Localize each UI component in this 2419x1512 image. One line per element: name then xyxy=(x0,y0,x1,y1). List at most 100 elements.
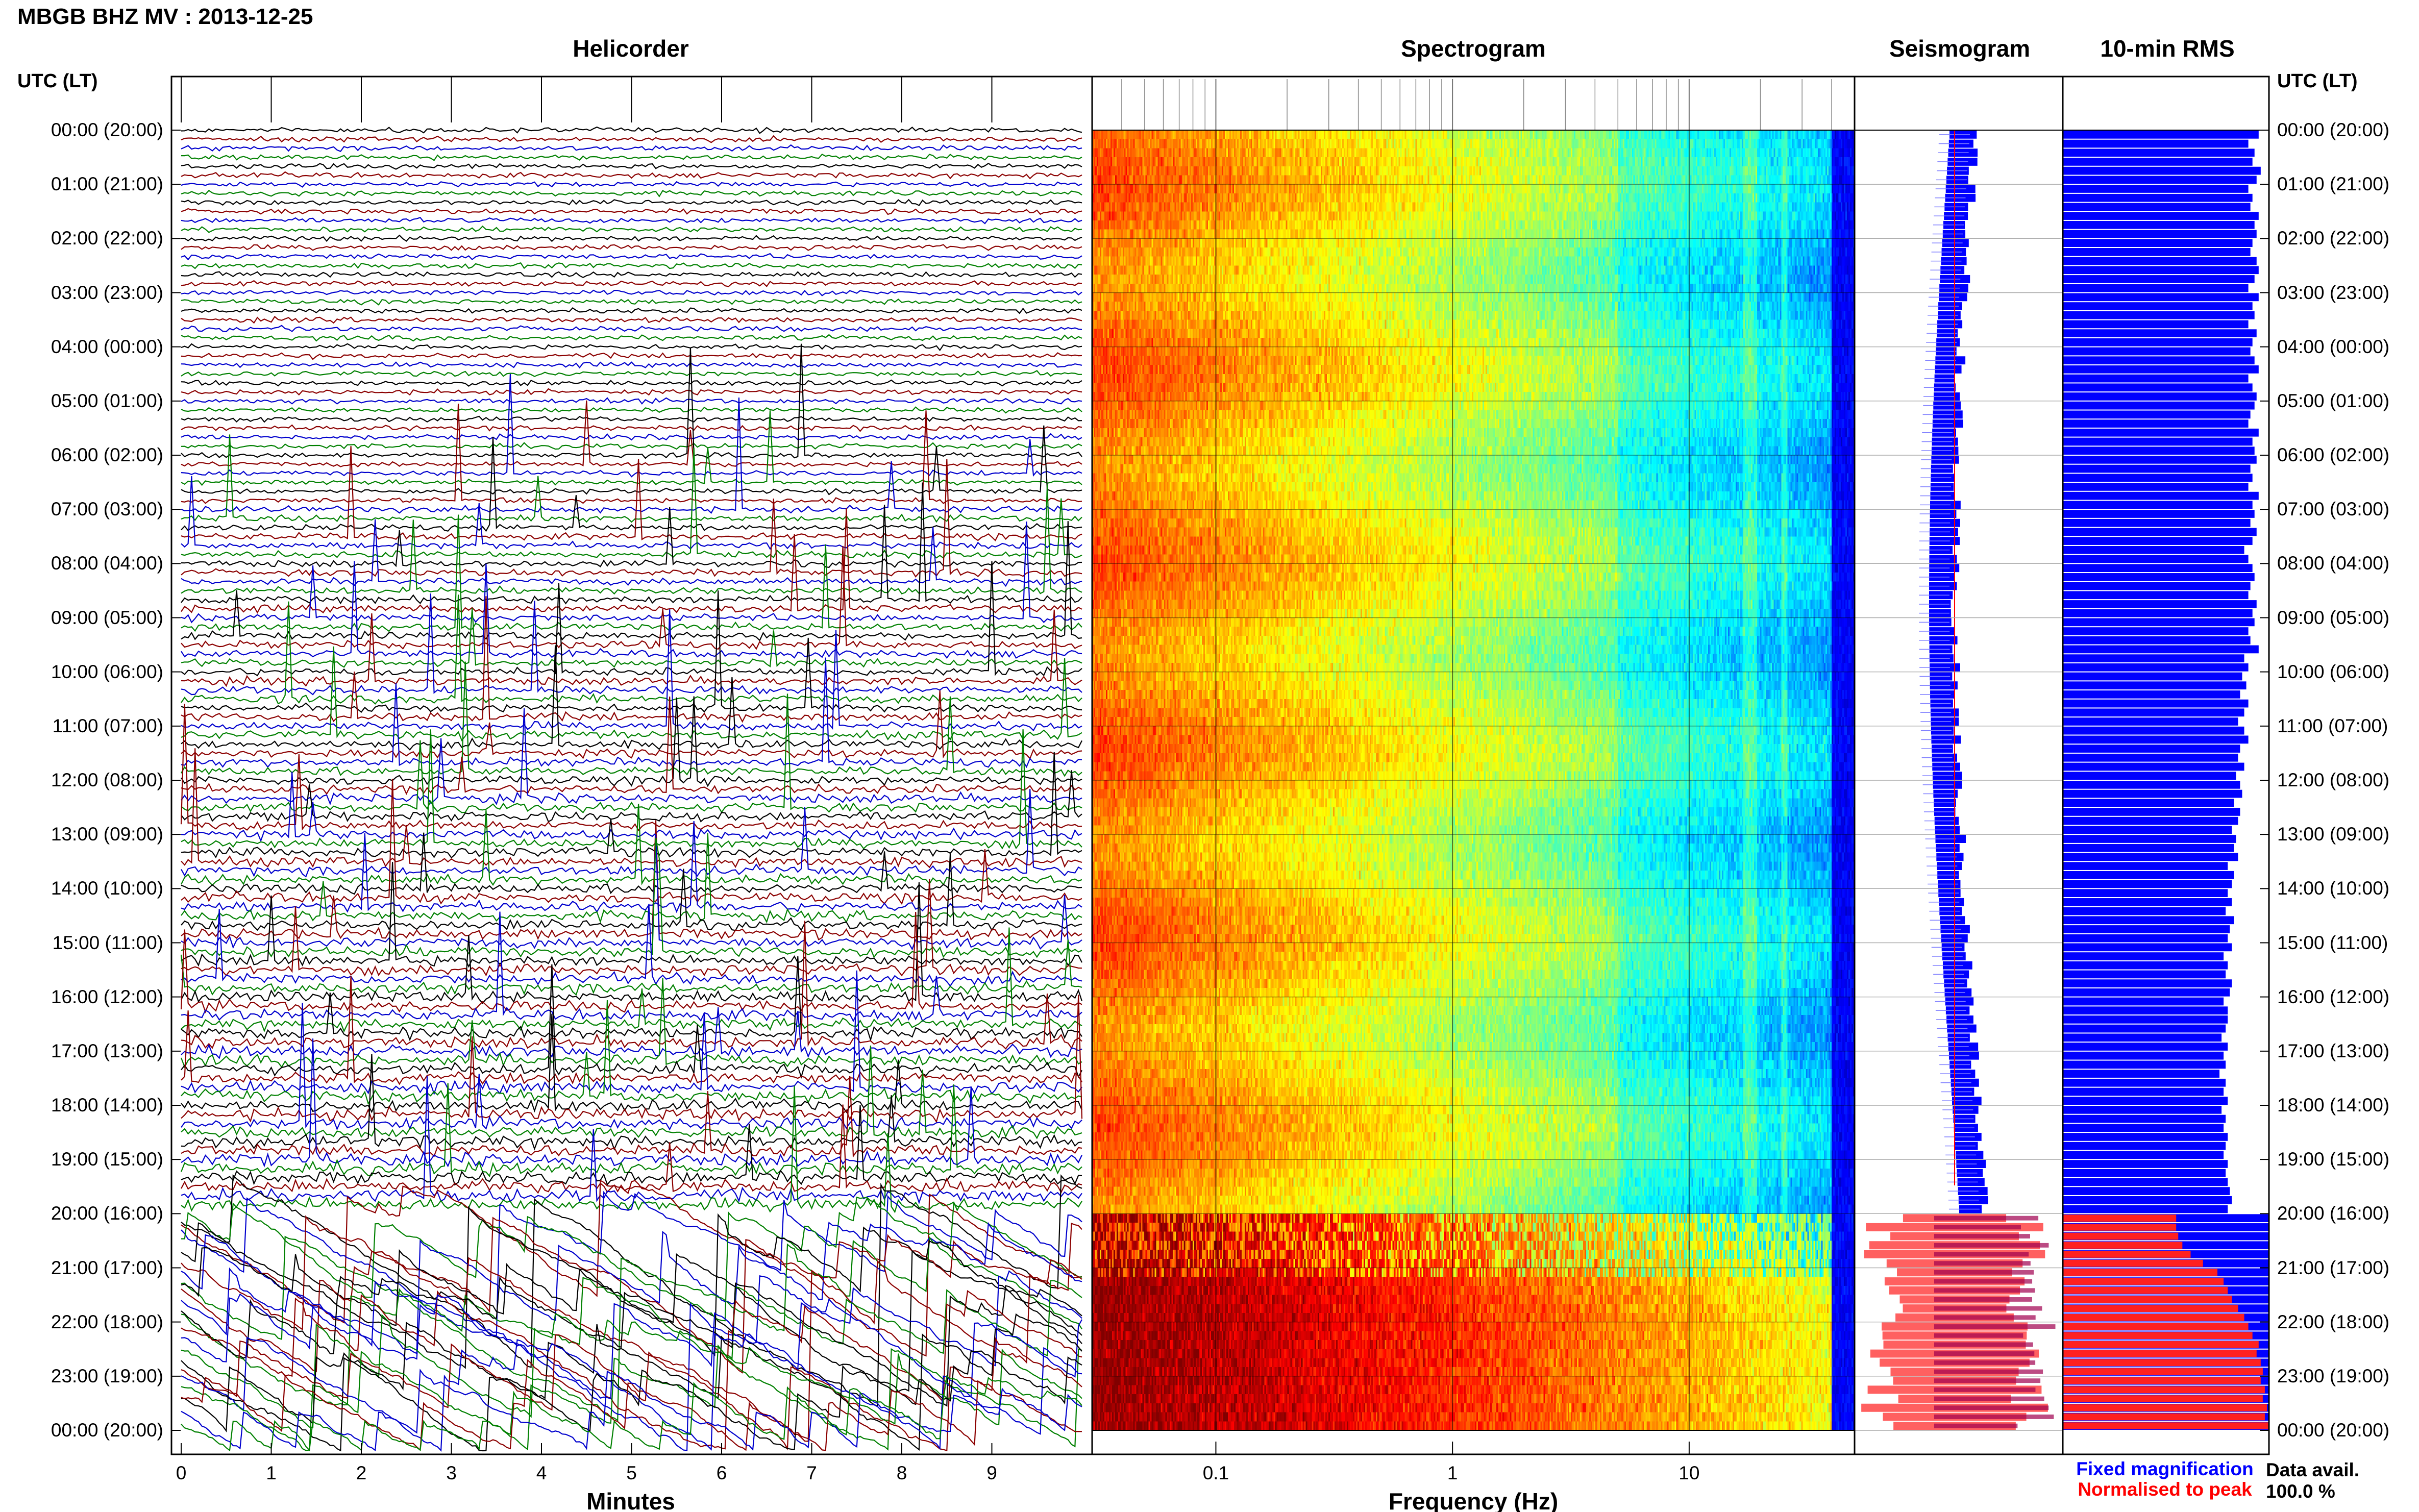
rms-fixed-bar xyxy=(2063,772,2236,780)
minute-tick-label: 7 xyxy=(806,1463,817,1483)
helicorder-trace xyxy=(181,1334,1082,1452)
rms-fixed-bar xyxy=(2063,311,2255,319)
helicorder-trace xyxy=(181,1191,1082,1336)
helicorder-trace xyxy=(181,879,1082,977)
rms-fixed-bar xyxy=(2063,762,2244,771)
rms-fixed-bar xyxy=(2063,600,2257,608)
hour-label-right: 00:00 (20:00) xyxy=(2277,1420,2390,1441)
helicorder-trace xyxy=(181,144,1082,153)
rms-fixed-bar xyxy=(2063,546,2244,554)
helicorder-trace xyxy=(181,514,1082,632)
rms-fixed-bar xyxy=(2063,889,2228,898)
rms-fixed-bar xyxy=(2063,654,2244,662)
helicorder-trace xyxy=(181,1313,1082,1451)
hour-label-right: 04:00 (00:00) xyxy=(2277,336,2390,357)
rms-normalised-bar xyxy=(2063,1214,2177,1222)
helicorder-trace xyxy=(181,1085,1082,1213)
rms-fixed-bar xyxy=(2063,320,2249,329)
hour-label-left: 20:00 (16:00) xyxy=(51,1203,163,1224)
helicorder-trace xyxy=(180,704,1082,832)
rms-fixed-bar xyxy=(2063,374,2249,383)
rms-normalised-bar xyxy=(2063,1242,2183,1249)
rms-fixed-bar xyxy=(2063,1187,2230,1195)
helicorder-trace xyxy=(181,374,1082,478)
helicorder-trace xyxy=(181,609,1082,687)
helicorder-trace xyxy=(181,448,1082,559)
rms-fixed-bar xyxy=(2063,916,2234,925)
rms-fixed-bar xyxy=(2063,753,2238,762)
helicorder-trace xyxy=(181,433,1082,441)
rms-fixed-bar xyxy=(2063,663,2249,672)
hour-label-left: 15:00 (11:00) xyxy=(52,932,163,953)
helicorder-trace xyxy=(181,779,1082,905)
rms-fixed-bar xyxy=(2063,789,2242,798)
rms-fixed-bar xyxy=(2063,880,2232,888)
rms-fixed-bar xyxy=(2063,428,2259,437)
hour-label-right: 03:00 (23:00) xyxy=(2277,282,2390,303)
hour-label-right: 16:00 (12:00) xyxy=(2277,986,2390,1007)
helicorder-trace xyxy=(180,978,1082,1069)
helicorder-trace xyxy=(181,298,1082,306)
helicorder-trace xyxy=(181,882,1083,1004)
data-avail-label: Data avail. xyxy=(2266,1459,2360,1480)
helicorder-trace xyxy=(181,379,1082,387)
helicorder-trace xyxy=(181,289,1082,296)
helicorder-trace xyxy=(181,1240,1082,1393)
helicorder-trace xyxy=(181,696,1082,795)
helicorder-trace xyxy=(181,262,1082,269)
helicorder-trace xyxy=(181,1313,1082,1452)
helicorder-trace xyxy=(181,400,1082,467)
helicorder-trace xyxy=(181,593,1082,696)
helicorder-trace xyxy=(181,403,1082,504)
helicorder-trace xyxy=(181,1038,1082,1168)
helicorder-trace xyxy=(181,126,1082,134)
hour-label-right: 12:00 (08:00) xyxy=(2277,770,2390,790)
minute-tick-label: 6 xyxy=(716,1463,727,1483)
bottom-mask xyxy=(0,1454,2419,1512)
helicorder-trace xyxy=(181,911,1082,1023)
helicorder-trace xyxy=(181,459,1082,578)
rms-fixed-bar xyxy=(2063,203,2251,211)
rms-fixed-bar xyxy=(2063,139,2249,148)
minutes-axis-label: Minutes xyxy=(586,1488,675,1512)
helicorder-trace xyxy=(181,225,1082,233)
rms-fixed-bar xyxy=(2063,1033,2222,1042)
rms-fixed-bar xyxy=(2063,970,2226,979)
rms-fixed-bar xyxy=(2063,555,2249,563)
hour-label-right: 21:00 (17:00) xyxy=(2277,1257,2390,1278)
helicorder-trace xyxy=(181,970,1082,1096)
helicorder-trace xyxy=(181,1013,1083,1113)
rms-fixed-bar xyxy=(2063,618,2255,627)
rms-fixed-bar xyxy=(2063,347,2251,356)
helicorder-trace xyxy=(181,253,1082,261)
helicorder-trace xyxy=(181,352,1082,360)
rms-fixed-bar xyxy=(2063,1196,2232,1204)
rms-fixed-bar xyxy=(2063,158,2253,166)
rms-fixed-bar xyxy=(2063,645,2259,654)
rms-normalised-bar xyxy=(2063,1296,2232,1303)
rms-fixed-bar xyxy=(2063,699,2249,708)
helicorder-trace xyxy=(181,752,1082,859)
hour-label-right: 01:00 (21:00) xyxy=(2277,173,2390,195)
hour-label-left: 19:00 (15:00) xyxy=(51,1149,163,1170)
rms-normalised-bar xyxy=(2063,1404,2267,1411)
rms-fixed-bar xyxy=(2063,816,2238,825)
helicorder-trace xyxy=(181,561,1082,677)
helicorder-trace xyxy=(181,1104,1082,1194)
helicorder-trace xyxy=(181,770,1082,823)
rms-fixed-bar xyxy=(2063,293,2259,302)
rms-fixed-bar xyxy=(2063,1015,2228,1024)
rms-normalised-bar xyxy=(2063,1251,2191,1258)
rms-fixed-bar xyxy=(2063,1024,2226,1033)
helicorder-trace xyxy=(181,208,1082,215)
minute-tick-label: 9 xyxy=(986,1463,997,1483)
rms-fixed-bar xyxy=(2063,537,2253,545)
helicorder-trace xyxy=(181,1250,1082,1442)
helicorder-trace xyxy=(181,561,1082,659)
rms-fixed-bar xyxy=(2063,1205,2228,1213)
hour-label-left: 13:00 (09:00) xyxy=(51,824,163,845)
rms-normalised-bar xyxy=(2063,1232,2179,1240)
minute-tick-label: 5 xyxy=(626,1463,637,1483)
helicorder-trace xyxy=(181,645,1082,751)
